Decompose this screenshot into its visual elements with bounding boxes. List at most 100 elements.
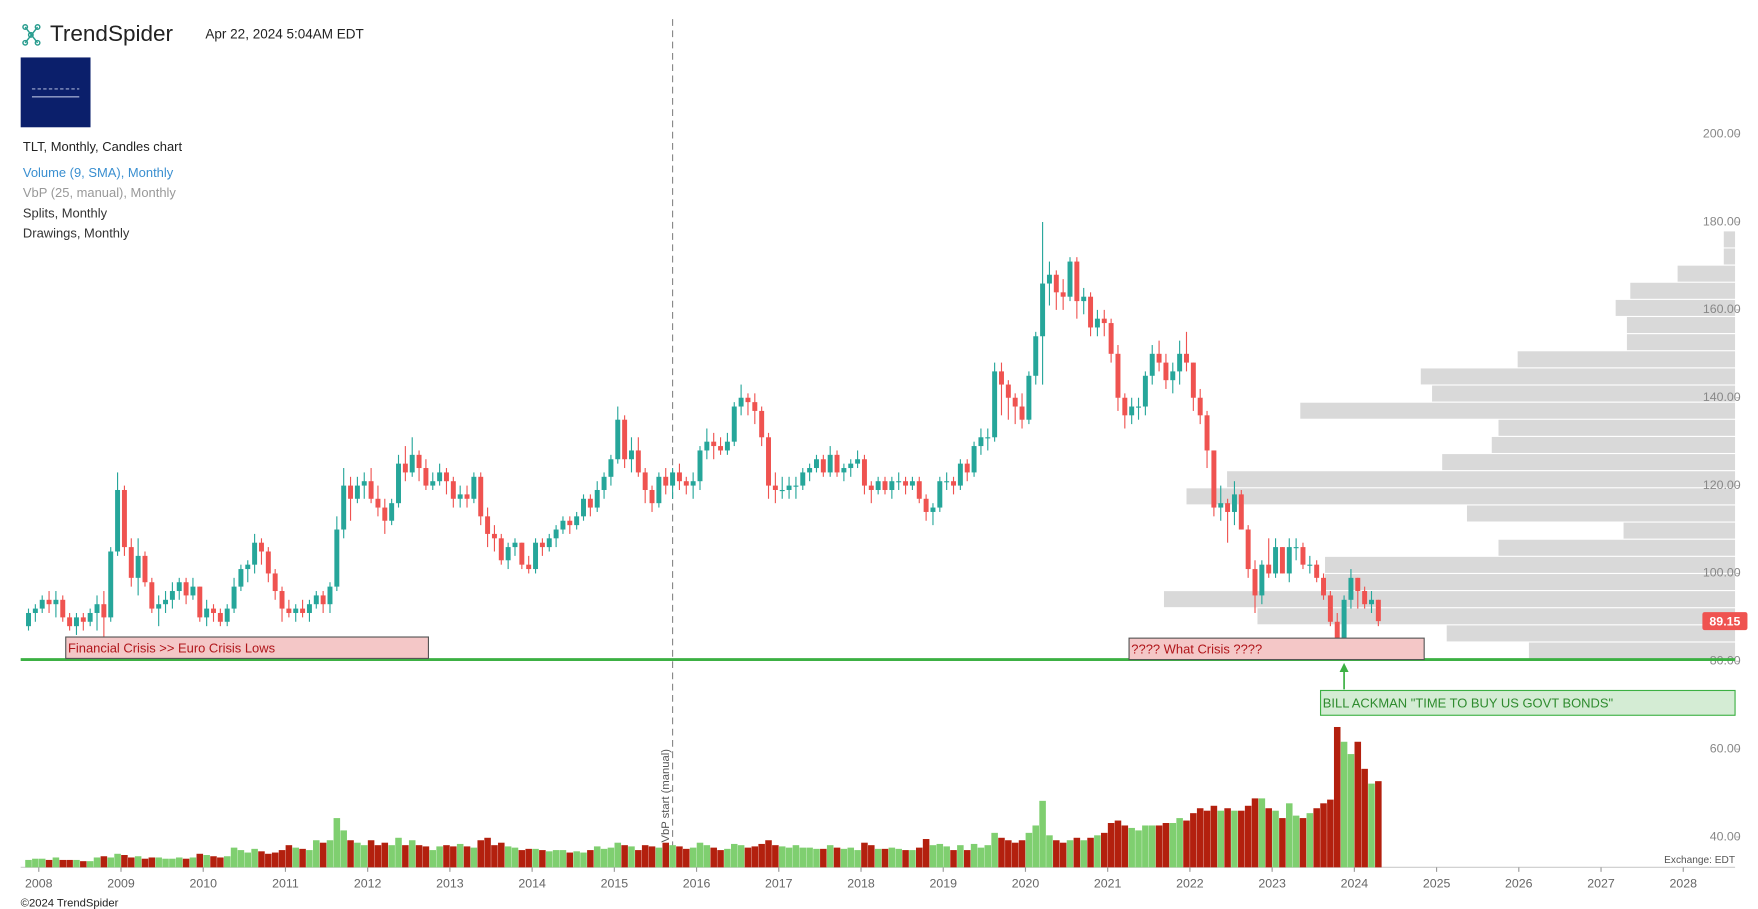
candle-body xyxy=(402,463,408,473)
volume-bar xyxy=(463,846,471,868)
volume-bar xyxy=(196,853,204,868)
legend-item: TLT, Monthly, Candles chart xyxy=(23,139,183,154)
candle-body xyxy=(512,542,518,548)
vbp-bar xyxy=(1300,402,1736,419)
volume-bar xyxy=(1375,781,1382,868)
candle-body xyxy=(628,450,634,460)
volume-bar xyxy=(737,845,745,868)
volume-bar xyxy=(998,837,1005,868)
volume-bar xyxy=(1011,842,1019,868)
candle-body xyxy=(416,454,422,469)
last-price-box xyxy=(1702,612,1748,631)
vbp-bar xyxy=(1623,522,1736,539)
candle-body xyxy=(1053,274,1059,293)
volume-bar xyxy=(587,850,594,868)
legend-item: Drawings, Monthly xyxy=(23,226,130,241)
candle-body xyxy=(697,450,703,482)
y-tick-label: 100.00 xyxy=(1703,566,1741,580)
candle-body xyxy=(217,612,223,622)
candle-body xyxy=(711,441,717,447)
candle-body xyxy=(169,591,175,600)
volume-bar xyxy=(1327,799,1334,868)
volume-bar xyxy=(539,850,546,868)
candle-body xyxy=(457,494,463,499)
volume-bar xyxy=(792,845,800,868)
x-tick-label: 2012 xyxy=(354,876,382,890)
volume-bar xyxy=(1368,783,1375,868)
volume-bar xyxy=(936,843,944,868)
volume-bar xyxy=(1231,810,1238,868)
candle-body xyxy=(745,397,751,403)
volume-bar xyxy=(1066,840,1074,868)
volume-bar xyxy=(847,847,855,868)
volume-bar xyxy=(251,848,258,868)
volume-bar xyxy=(1299,818,1307,868)
annotation-box xyxy=(1128,637,1425,661)
candle-body xyxy=(738,397,744,407)
candle-body xyxy=(1122,397,1128,416)
volume-bar xyxy=(662,842,670,868)
volume-bar xyxy=(1121,825,1129,868)
volume-bar xyxy=(169,858,176,868)
volume-bar xyxy=(408,840,416,868)
volume-bar xyxy=(1183,820,1190,868)
vbp-bar xyxy=(1227,471,1736,488)
legend-item: VbP (25, manual), Monthly xyxy=(23,185,176,200)
volume-bar xyxy=(1258,798,1266,868)
candle-body xyxy=(1334,621,1340,644)
volume-bar xyxy=(319,842,327,868)
x-tick-label: 2009 xyxy=(107,876,135,890)
x-tick-label: 2021 xyxy=(1094,876,1122,890)
annotation-box xyxy=(65,636,430,659)
volume-bar xyxy=(52,857,60,868)
volume-bar xyxy=(1155,825,1163,868)
candle-body xyxy=(87,612,93,622)
candle-body xyxy=(1088,296,1094,328)
vbp-bar xyxy=(1432,385,1736,402)
x-tick-label: 2017 xyxy=(765,876,793,890)
candle-body xyxy=(1081,296,1087,302)
candle-body xyxy=(1108,323,1114,354)
vbp-bar xyxy=(1498,419,1736,436)
volume-bar xyxy=(758,843,765,868)
volume-bar xyxy=(155,857,162,868)
legend-item: Volume (9, SMA), Monthly xyxy=(23,165,174,180)
candle-body xyxy=(320,595,326,605)
volume-bar xyxy=(189,857,197,868)
vbp-bar xyxy=(1446,625,1736,642)
y-tick-label: 180.00 xyxy=(1703,214,1741,228)
x-tick-label: 2025 xyxy=(1423,876,1451,890)
volume-bar xyxy=(477,840,484,868)
candle-body xyxy=(601,476,607,490)
volume-bar xyxy=(1217,810,1225,868)
candle-body xyxy=(526,564,532,570)
volume-bar xyxy=(265,853,272,868)
volume-bar xyxy=(1100,832,1108,868)
volume-bar xyxy=(628,846,635,868)
volume-bar xyxy=(710,847,717,868)
candle-body xyxy=(533,542,539,570)
vbp-bar xyxy=(1491,436,1736,453)
candle-body xyxy=(224,608,230,622)
volume-bar xyxy=(59,859,67,868)
candle-body xyxy=(848,463,854,469)
volume-bar xyxy=(504,846,512,868)
volume-bar xyxy=(1306,813,1314,868)
volume-bar xyxy=(573,851,580,868)
candle-body xyxy=(663,476,669,486)
candle-body xyxy=(142,555,148,583)
volume-bar xyxy=(1094,835,1101,868)
candle-body xyxy=(759,410,765,438)
candle-body xyxy=(964,463,970,473)
candle-body xyxy=(567,520,573,526)
candle-body xyxy=(690,481,696,486)
candle-body xyxy=(306,604,312,613)
candle-body xyxy=(211,608,216,613)
candle-body xyxy=(841,468,847,473)
candle-body xyxy=(368,481,374,499)
volume-bar xyxy=(970,843,978,868)
arrow-head xyxy=(1339,662,1349,672)
x-tick-label: 2016 xyxy=(683,876,711,890)
candle-body xyxy=(875,481,881,490)
candle-body xyxy=(560,520,566,530)
